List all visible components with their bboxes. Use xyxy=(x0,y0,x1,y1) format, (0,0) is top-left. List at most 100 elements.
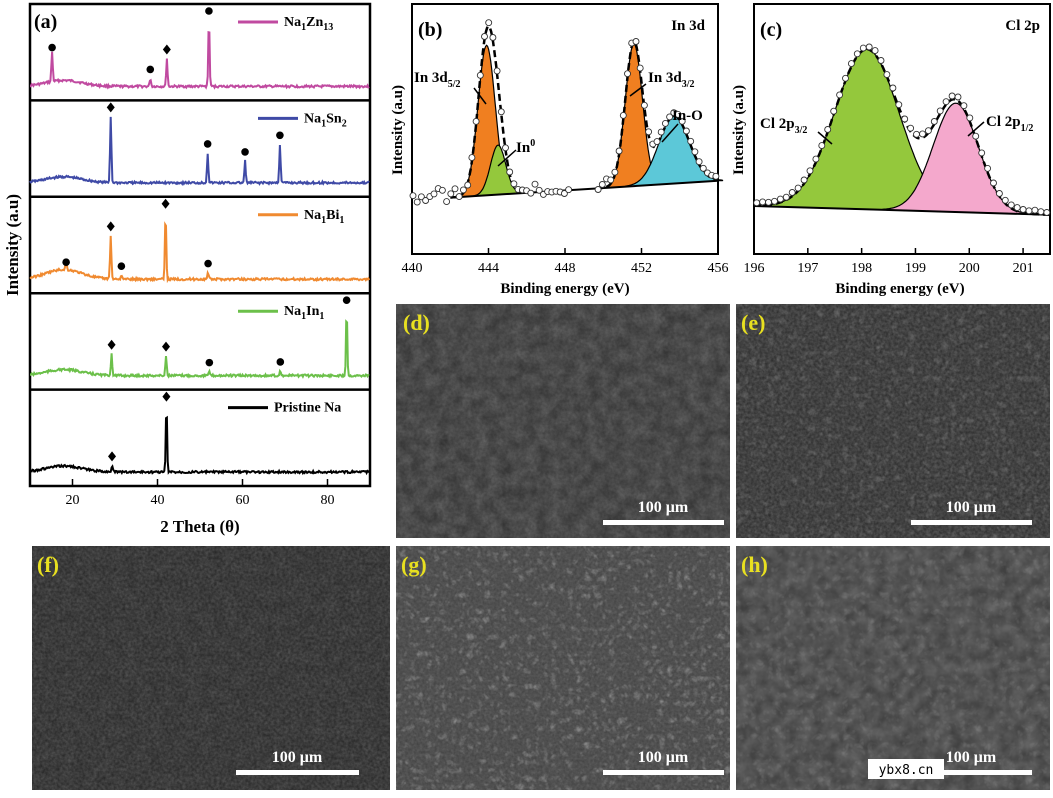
x-tick-label: 201 xyxy=(1013,261,1034,276)
annot-in3d52-leader xyxy=(473,87,487,105)
peak-marker-circle xyxy=(203,140,212,148)
xps-data-point xyxy=(645,128,653,136)
legend-sub: 2 xyxy=(342,118,347,129)
legend-sub: 13 xyxy=(323,22,333,33)
xps-data-point xyxy=(753,199,761,207)
legend-label: Na1Bi1 xyxy=(304,208,344,226)
xps-data-point xyxy=(695,158,703,166)
legend-sub: 1 xyxy=(321,215,326,226)
annot-in-o: In-O xyxy=(672,108,703,124)
legend-label: Na1Sn2 xyxy=(304,111,347,129)
xrd-series-line xyxy=(29,319,370,379)
legend-main: Na xyxy=(284,304,301,319)
xps-data-point xyxy=(443,198,451,206)
annot-in3d52: In 3d5/2 xyxy=(414,70,461,90)
xps-data-point xyxy=(842,74,849,82)
xps-data-point xyxy=(619,111,627,119)
panel-a-x-ticks: 20 40 60 80 xyxy=(66,479,335,508)
xps-data-point xyxy=(611,168,619,176)
xps-data-point xyxy=(782,193,790,201)
xps-data-point xyxy=(422,197,430,204)
legend-main: Na xyxy=(284,15,301,30)
xps-data-point xyxy=(502,144,509,152)
xps-data-point xyxy=(901,115,909,123)
xps-data-point xyxy=(877,57,885,64)
peak-marker-circle xyxy=(48,43,56,52)
xps-data-point xyxy=(824,126,832,133)
sem-h-grain xyxy=(736,546,1050,790)
sem-image-e: (e) 100 μm xyxy=(736,304,1050,538)
xrd-series-line xyxy=(29,116,370,187)
peak-marker-circle xyxy=(62,258,70,267)
xps-envelope xyxy=(753,48,1049,216)
sem-g-scale-text: 100 μm xyxy=(638,749,689,766)
xps-data-point xyxy=(800,176,808,184)
panel-b-x-ticks: 440 444 448 452 456 xyxy=(402,248,729,276)
xps-data-point xyxy=(430,190,438,198)
xps-data-point xyxy=(682,127,690,135)
xps-data-point xyxy=(535,186,543,194)
panel-c-annotations: Cl 2p3/2 Cl 2p1/2 xyxy=(760,114,1033,145)
xps-data-point xyxy=(936,107,944,115)
panel-c-ylabel: Intensity (a.u) xyxy=(731,85,747,175)
xps-data-point xyxy=(776,195,784,203)
panel-a-ylabel: Intensity (a.u) xyxy=(3,194,22,296)
panel-a-dividers xyxy=(30,99,370,391)
panel-b-annotations: In 3d5/2 In0 In 3d3/2 In-O xyxy=(414,70,703,167)
xps-data-point xyxy=(859,44,867,52)
xps-data-point xyxy=(853,50,861,58)
xps-data-point xyxy=(913,130,920,138)
xps-data-point xyxy=(972,132,980,140)
panel-a-frame xyxy=(28,2,372,488)
watermark-text: ybx8.cn xyxy=(879,763,934,778)
peak-marker-diamond xyxy=(106,221,115,232)
panel-b-plot xyxy=(409,19,724,206)
annot-cl2p32-leader xyxy=(817,131,833,145)
legend-label: Pristine Na xyxy=(274,401,341,416)
xps-data-point xyxy=(497,108,505,116)
xps-data-point xyxy=(924,127,932,135)
peak-marker-circle xyxy=(276,358,285,366)
annot-in0: In0 xyxy=(516,138,535,156)
xps-data-point xyxy=(640,101,648,109)
xps-data-point xyxy=(447,190,455,198)
x-tick-label: 199 xyxy=(905,261,926,276)
peak-marker-diamond xyxy=(162,44,171,55)
legend-label: Na1In1 xyxy=(284,304,324,322)
annot-in3d32-leader xyxy=(629,83,647,97)
xps-data-point xyxy=(1019,206,1027,213)
x-tick-label: 198 xyxy=(851,261,872,276)
x-tick-label: 200 xyxy=(959,261,980,276)
legend-sub: 1 xyxy=(301,22,306,33)
x-tick-label: 452 xyxy=(631,261,652,276)
panel-b-xps-in3d: (b) In 3d 440 444 448 452 456 Intensity (a.u… xyxy=(390,3,729,297)
xps-data-point xyxy=(1001,196,1009,204)
xps-data-point xyxy=(1043,209,1051,216)
panel-b-tag: In 3d xyxy=(671,18,705,34)
xps-data-point xyxy=(847,60,855,68)
xps-data-point xyxy=(510,180,518,188)
x-tick-label: 456 xyxy=(708,261,729,276)
panel-b-ylabel: Intensity (a.u) xyxy=(390,85,406,175)
xps-data-point xyxy=(674,110,682,118)
xps-data-point xyxy=(489,34,497,41)
xps-data-point xyxy=(691,148,699,156)
xps-data-point xyxy=(438,186,446,194)
xps-data-point xyxy=(678,117,686,125)
xps-background xyxy=(753,205,1051,216)
xps-data-point xyxy=(476,71,484,79)
x-tick-label: 196 xyxy=(744,261,765,276)
peak-marker-diamond xyxy=(107,339,116,350)
sem-f-scalebar xyxy=(236,770,359,775)
xps-data-point xyxy=(794,184,802,192)
peak-marker-diamond xyxy=(106,102,115,113)
sem-e-grain xyxy=(736,304,1050,538)
xps-data-point xyxy=(954,93,962,101)
xps-data-point xyxy=(990,179,997,187)
xps-data-point xyxy=(451,185,459,193)
xps-data-point xyxy=(966,114,974,122)
x-tick-label: 60 xyxy=(236,493,250,508)
peak-marker-circle xyxy=(276,131,284,140)
